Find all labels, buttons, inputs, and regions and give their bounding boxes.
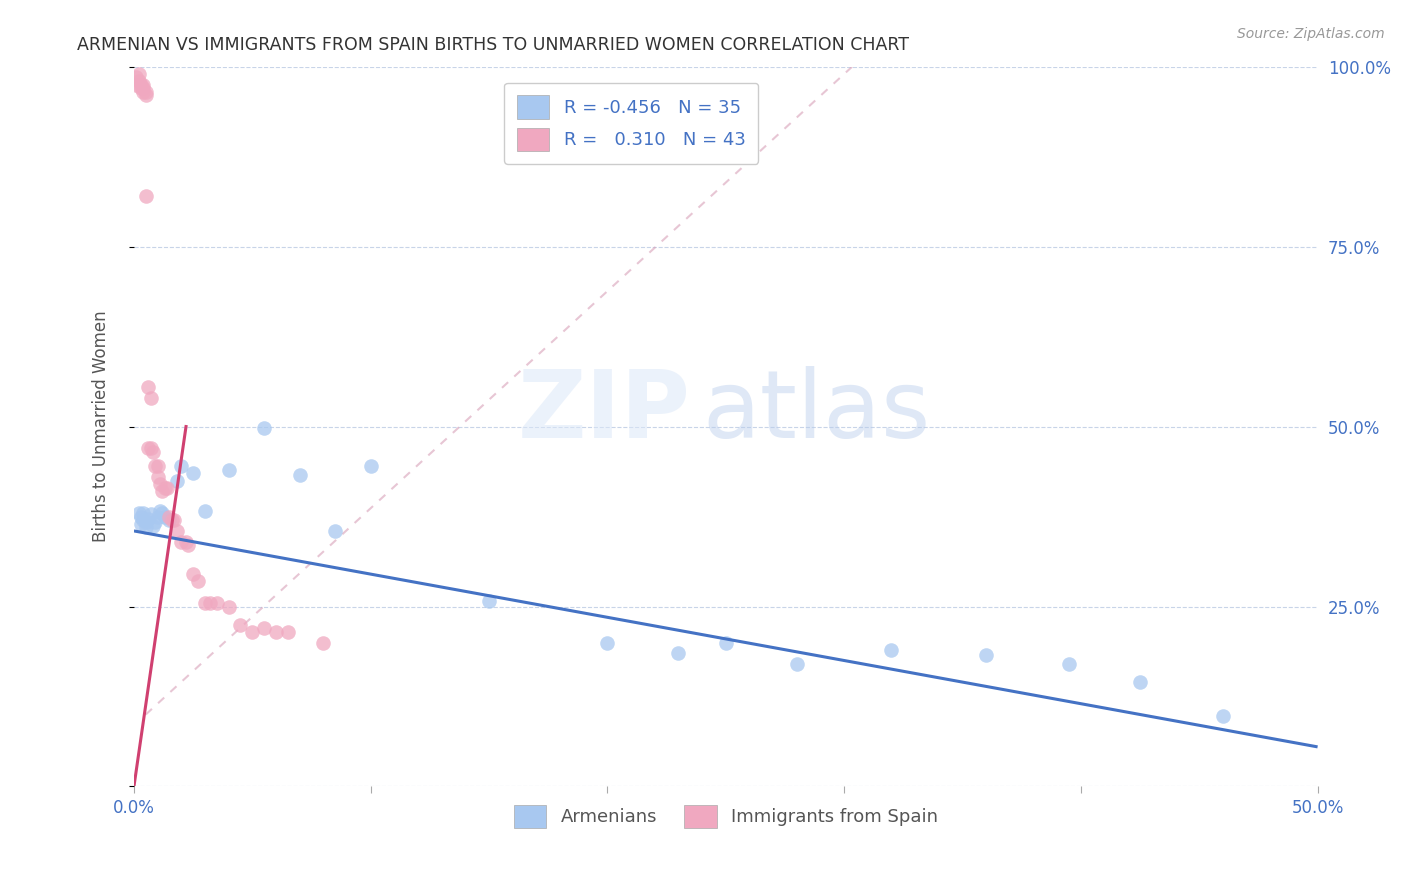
Point	[139, 391, 162, 405]
Point	[312, 635, 335, 649]
Point	[159, 513, 181, 527]
Point	[132, 81, 155, 95]
Point	[218, 599, 240, 614]
Point	[135, 520, 157, 534]
Point	[125, 70, 148, 85]
Point	[139, 508, 162, 522]
Point	[163, 513, 186, 527]
Point	[156, 481, 179, 495]
Y-axis label: Births to Unmarried Women: Births to Unmarried Women	[93, 310, 110, 542]
Point	[974, 648, 997, 663]
Text: ZIP: ZIP	[517, 366, 690, 458]
Point	[596, 635, 619, 649]
Point	[132, 85, 155, 99]
Point	[170, 459, 193, 474]
Point	[136, 380, 159, 394]
Point	[166, 474, 188, 488]
Point	[142, 519, 165, 533]
Point	[135, 189, 157, 203]
Point	[194, 596, 217, 610]
Point	[240, 624, 263, 639]
Point	[159, 509, 181, 524]
Point	[174, 534, 197, 549]
Point	[139, 441, 162, 455]
Point	[132, 78, 155, 92]
Point	[170, 534, 193, 549]
Point	[277, 624, 299, 639]
Point	[128, 506, 150, 520]
Point	[143, 515, 166, 529]
Point	[166, 524, 188, 538]
Point	[478, 593, 501, 607]
Point	[129, 509, 152, 524]
Point	[136, 511, 159, 525]
Point	[160, 513, 183, 527]
Point	[264, 624, 287, 639]
Point	[146, 470, 169, 484]
Point	[714, 635, 737, 649]
Point	[205, 596, 228, 610]
Point	[668, 646, 690, 660]
Point	[323, 524, 346, 538]
Point	[360, 459, 382, 474]
Point	[125, 78, 148, 92]
Point	[128, 74, 150, 88]
Point	[132, 513, 155, 527]
Point	[150, 484, 173, 499]
Point	[1129, 675, 1152, 690]
Point	[146, 509, 169, 524]
Point	[1212, 709, 1234, 723]
Point	[149, 504, 172, 518]
Point	[880, 642, 903, 657]
Text: ARMENIAN VS IMMIGRANTS FROM SPAIN BIRTHS TO UNMARRIED WOMEN CORRELATION CHART: ARMENIAN VS IMMIGRANTS FROM SPAIN BIRTHS…	[77, 36, 910, 54]
Point	[143, 459, 166, 474]
Point	[135, 515, 157, 529]
Point	[229, 617, 252, 632]
Point	[218, 463, 240, 477]
Point	[194, 504, 217, 518]
Point	[129, 81, 152, 95]
Point	[1057, 657, 1080, 672]
Point	[253, 421, 276, 435]
Legend: Armenians, Immigrants from Spain: Armenians, Immigrants from Spain	[506, 797, 945, 835]
Point	[128, 67, 150, 81]
Point	[136, 441, 159, 455]
Point	[129, 78, 152, 92]
Text: Source: ZipAtlas.com: Source: ZipAtlas.com	[1237, 27, 1385, 41]
Point	[253, 621, 276, 635]
Point	[181, 467, 204, 481]
Text: atlas: atlas	[702, 366, 931, 458]
Point	[149, 477, 172, 491]
Point	[142, 444, 165, 458]
Point	[135, 85, 157, 99]
Point	[288, 468, 311, 483]
Point	[129, 516, 152, 531]
Point	[153, 481, 176, 495]
Point	[150, 506, 173, 520]
Point	[146, 459, 169, 474]
Point	[187, 574, 209, 589]
Point	[132, 506, 155, 520]
Point	[198, 596, 221, 610]
Point	[177, 538, 200, 552]
Point	[181, 567, 204, 582]
Point	[786, 657, 808, 672]
Point	[153, 509, 176, 524]
Point	[135, 88, 157, 103]
